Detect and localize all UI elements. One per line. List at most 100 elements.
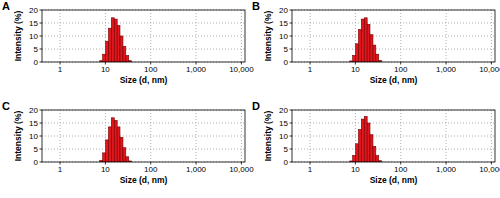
y-axis-title: Intensity (%) xyxy=(13,111,23,162)
x-tick-label: 1,000 xyxy=(186,165,207,174)
x-axis-title: Size (d, nm) xyxy=(370,175,418,185)
x-grid-line xyxy=(491,10,492,62)
panel-label: B xyxy=(252,0,260,12)
panel: D1101001,00010,00005101520Size (d, nm)In… xyxy=(252,100,500,185)
histogram-bar xyxy=(376,54,379,62)
y-tick-label: 15 xyxy=(279,119,288,128)
y-tick-label: 15 xyxy=(279,19,288,28)
y-grid-line xyxy=(292,49,495,50)
bars xyxy=(350,18,382,62)
histogram-bar xyxy=(103,153,106,162)
histogram-bar xyxy=(120,36,123,62)
histogram-bar xyxy=(353,156,356,163)
y-tick xyxy=(40,23,43,24)
histogram-bar xyxy=(114,120,117,162)
y-tick-label: 0 xyxy=(284,58,289,67)
x-tick-label: 10 xyxy=(101,165,110,174)
y-tick xyxy=(40,10,43,11)
y-tick-label: 20 xyxy=(29,6,38,15)
histogram-bar xyxy=(367,123,370,162)
y-axis-title: Intensity (%) xyxy=(13,11,23,62)
histogram-bar xyxy=(370,135,373,162)
y-tick-label: 5 xyxy=(34,145,39,154)
y-tick xyxy=(40,123,43,124)
y-grid-line xyxy=(292,36,495,37)
y-tick-label: 20 xyxy=(279,106,288,115)
plot-frame xyxy=(42,110,245,162)
y-tick xyxy=(290,62,293,63)
x-tick-label: 10 xyxy=(351,65,360,74)
y-tick xyxy=(290,110,293,111)
histogram-bar xyxy=(111,118,114,162)
histogram-bar xyxy=(123,46,126,62)
x-tick-label: 10,000 xyxy=(229,65,254,74)
histogram-bar xyxy=(367,24,370,62)
y-tick xyxy=(40,36,43,37)
y-tick-label: 10 xyxy=(29,132,38,141)
histogram-bar xyxy=(361,119,364,162)
histogram-bar xyxy=(103,54,106,62)
y-tick xyxy=(40,110,43,111)
y-tick xyxy=(290,162,293,163)
bars xyxy=(350,117,382,163)
panel-label: D xyxy=(252,100,260,112)
panel-label: A xyxy=(2,0,10,12)
histogram-bar xyxy=(358,30,361,63)
x-tick-label: 1,000 xyxy=(436,165,457,174)
x-tick-label: 1 xyxy=(58,65,63,74)
y-tick-label: 5 xyxy=(284,45,289,54)
x-tick-label: 1 xyxy=(308,65,313,74)
y-tick-label: 20 xyxy=(279,6,288,15)
histogram-bar xyxy=(361,19,364,62)
histogram-bar xyxy=(364,18,367,62)
y-tick xyxy=(290,136,293,137)
x-tick-label: 1 xyxy=(58,165,63,174)
x-grid-line xyxy=(241,110,242,162)
histogram-bar xyxy=(123,148,126,162)
x-axis-title: Size (d, nm) xyxy=(120,175,168,185)
y-tick-label: 15 xyxy=(29,119,38,128)
y-grid-line xyxy=(292,23,495,24)
histogram-bar xyxy=(370,35,373,62)
histogram-bar xyxy=(108,127,111,162)
histogram-bar xyxy=(106,140,109,162)
plot-frame xyxy=(292,110,495,162)
histogram-bar xyxy=(358,130,361,163)
histogram-bar xyxy=(120,137,123,162)
histogram-bar xyxy=(353,56,356,63)
histogram-bar xyxy=(373,45,376,62)
x-grid-line xyxy=(241,10,242,62)
x-axis-title: Size (d, nm) xyxy=(120,75,168,85)
y-tick-label: 10 xyxy=(279,32,288,41)
y-tick-label: 5 xyxy=(284,145,289,154)
histogram-bar xyxy=(356,144,359,162)
histogram-bar xyxy=(126,157,129,162)
y-grid-line xyxy=(42,23,245,24)
histogram-bar xyxy=(108,28,111,62)
panel: B1101001,00010,00005101520Size (d, nm)In… xyxy=(252,0,500,85)
y-tick xyxy=(290,36,293,37)
panel: A1101001,00010,00005101520Size (d, nm)In… xyxy=(2,0,254,85)
x-tick-label: 10 xyxy=(101,65,110,74)
x-tick-label: 100 xyxy=(394,65,408,74)
x-tick-label: 1 xyxy=(308,165,313,174)
y-grid-line xyxy=(42,136,245,137)
y-tick xyxy=(290,149,293,150)
histogram-bar xyxy=(356,44,359,62)
y-tick xyxy=(290,49,293,50)
bars xyxy=(100,18,132,62)
y-grid-line xyxy=(42,123,245,124)
x-tick-label: 100 xyxy=(144,165,158,174)
y-grid-line xyxy=(42,49,245,50)
y-tick xyxy=(40,162,43,163)
y-tick-label: 20 xyxy=(29,106,38,115)
histogram-bar xyxy=(117,127,120,162)
y-tick-label: 10 xyxy=(279,132,288,141)
y-tick-label: 0 xyxy=(284,158,289,167)
x-tick-label: 100 xyxy=(144,65,158,74)
y-tick-label: 0 xyxy=(34,58,39,67)
y-grid-line xyxy=(292,123,495,124)
x-tick-label: 10,000 xyxy=(479,65,500,74)
y-tick-label: 10 xyxy=(29,32,38,41)
x-tick-label: 1,000 xyxy=(186,65,207,74)
